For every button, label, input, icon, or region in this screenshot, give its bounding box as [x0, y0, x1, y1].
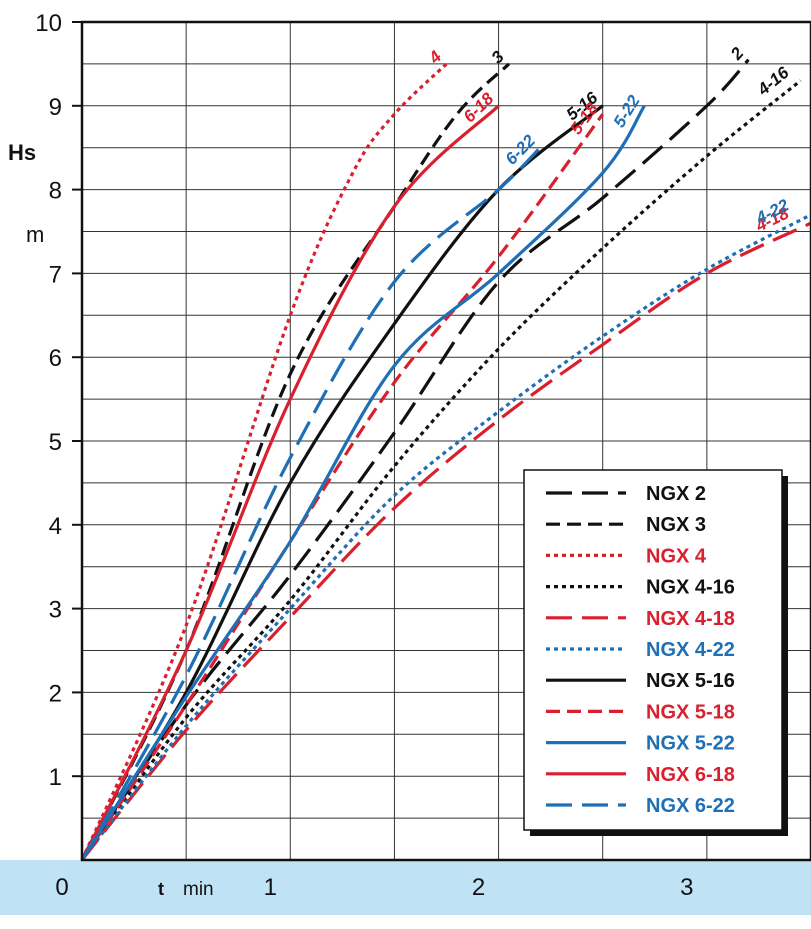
y-tick-label: 8 [49, 178, 62, 205]
x-axis-label-unit: min [183, 879, 214, 900]
end-label-6-18: 6-18 [460, 89, 498, 127]
x-axis-label-bold: t [158, 879, 164, 899]
series-line-4 [80, 62, 448, 861]
series-line-6-22 [80, 146, 542, 861]
y-tick-label: 1 [49, 764, 62, 791]
legend-label: NGX 4-18 [646, 608, 735, 630]
y-tick-label: 3 [49, 597, 62, 624]
x-tick-label: 3 [680, 874, 693, 901]
end-label-6-22: 6-22 [502, 131, 540, 169]
series-line-2 [80, 58, 750, 861]
legend-box [523, 469, 783, 831]
legend-label: NGX 3 [646, 514, 706, 536]
legend: NGX 2 NGX 3 NGX 4 NGX 4-16 NGX 4-18 NGX 4-22 N… [523, 469, 788, 836]
y-tick-label: 2 [49, 680, 62, 707]
y-tick-label: 9 [49, 94, 62, 121]
legend-label: NGX 4-16 [646, 577, 735, 599]
end-label-2: 2 [726, 43, 747, 64]
x-tick-labels: 0 1 2 3 [55, 874, 693, 901]
series-line-4-16 [80, 79, 802, 861]
legend-label: NGX 6-22 [646, 795, 735, 817]
y-tick-label: 5 [49, 429, 62, 456]
y-axis-label-unit: m [26, 222, 44, 247]
x-tick-label: 2 [472, 874, 485, 901]
legend-label: NGX 2 [646, 483, 706, 505]
y-tick-label: 4 [49, 513, 62, 540]
y-tick-label: 10 [35, 10, 62, 37]
end-label-5-22: 5-22 [610, 91, 644, 130]
x-tick-label: 0 [55, 874, 68, 901]
legend-label: NGX 5-18 [646, 701, 735, 723]
y-tick-labels: 1 2 3 4 5 6 7 8 9 10 [35, 10, 82, 791]
legend-label: NGX 6-18 [646, 764, 735, 786]
series-line-3 [80, 62, 511, 861]
series-line-6-18 [80, 104, 500, 861]
series-line-4-22 [80, 213, 811, 861]
legend-label: NGX 5-22 [646, 733, 735, 755]
series-line-4-18 [80, 221, 811, 862]
end-label-4: 4 [425, 47, 446, 68]
series-line-5-18 [80, 113, 605, 861]
y-axis-label-bold: Hs [8, 140, 36, 165]
end-label-4-16: 4-16 [753, 63, 793, 100]
y-tick-label: 7 [49, 261, 62, 288]
legend-label: NGX 4-22 [646, 639, 735, 661]
series-layer [80, 58, 811, 862]
x-tick-label: 1 [264, 874, 277, 901]
legend-label: NGX 4 [646, 545, 707, 567]
x-axis-band-fill [0, 860, 811, 915]
legend-label: NGX 5-16 [646, 670, 735, 692]
series-line-5-22 [80, 104, 646, 861]
y-tick-label: 6 [49, 345, 62, 372]
